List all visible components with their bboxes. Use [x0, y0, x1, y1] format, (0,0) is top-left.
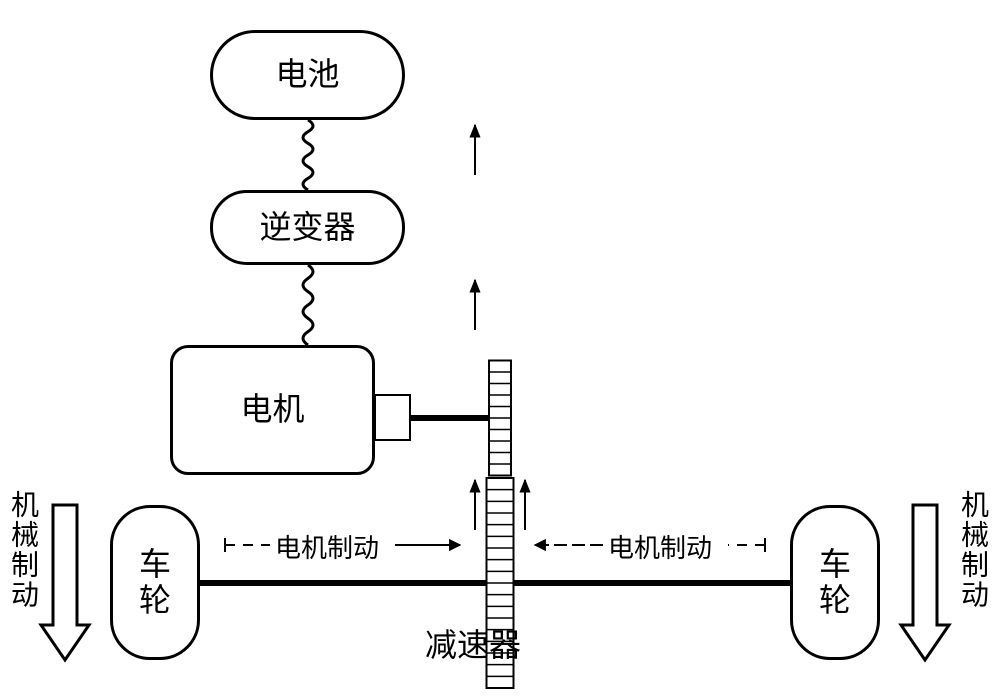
mech-brake-right-label: 机械制动	[958, 490, 986, 610]
mech-brake-left-label: 机械制动	[8, 490, 36, 610]
diagram-canvas: 电池 逆变器 电机 车 轮 车 轮 电机制动 电机制动 减速器 机械制动 机械制…	[0, 0, 1000, 700]
battery-node: 电池	[210, 30, 405, 120]
battery-label: 电池	[275, 57, 339, 92]
motor-brake-right-label: 电机制动	[608, 528, 712, 565]
reducer-label: 减速器	[425, 620, 521, 666]
wheel-right-label: 车 轮	[819, 547, 851, 617]
wheel-left-node: 车 轮	[110, 505, 200, 660]
inverter-label: 逆变器	[259, 210, 355, 245]
wheel-right-node: 车 轮	[790, 505, 880, 660]
inverter-node: 逆变器	[210, 190, 405, 265]
wheel-left-label: 车 轮	[139, 547, 171, 617]
motor-label: 电机	[240, 392, 304, 427]
motor-brake-left-label: 电机制动	[275, 528, 379, 565]
motor-node: 电机	[170, 345, 375, 475]
